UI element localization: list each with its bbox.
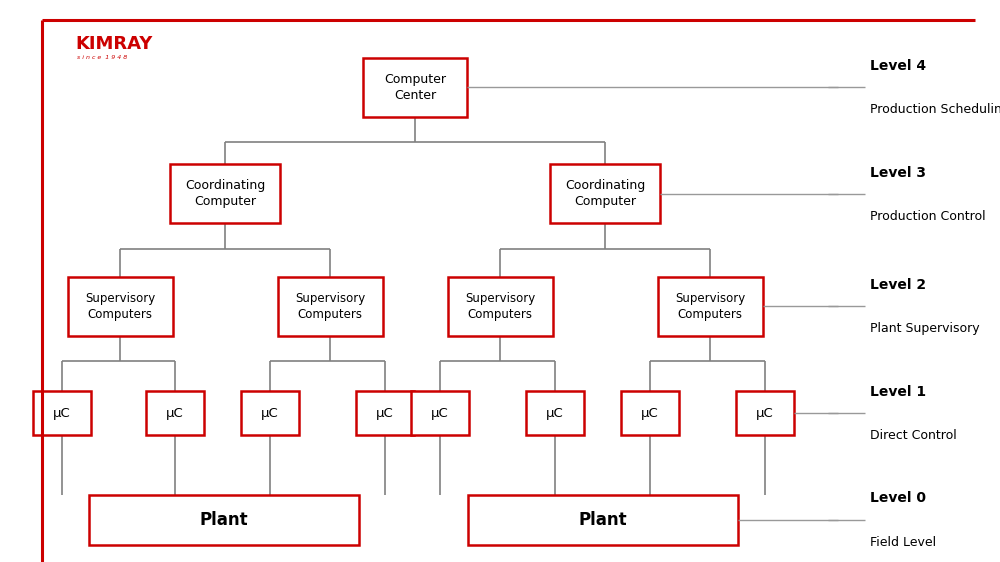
Text: Supervisory
Computers: Supervisory Computers: [465, 292, 535, 321]
Text: Level 0: Level 0: [870, 492, 926, 505]
FancyBboxPatch shape: [468, 495, 738, 545]
FancyBboxPatch shape: [362, 58, 467, 117]
Text: Coordinating
Computer: Coordinating Computer: [565, 179, 645, 209]
Text: Plant Supervisory: Plant Supervisory: [870, 322, 980, 336]
Text: Plant: Plant: [200, 511, 248, 529]
FancyBboxPatch shape: [736, 391, 794, 435]
Text: μC: μC: [376, 406, 394, 420]
Text: μC: μC: [431, 406, 449, 420]
Text: Production Scheduling: Production Scheduling: [870, 103, 1000, 116]
FancyBboxPatch shape: [658, 277, 763, 336]
Text: Level 3: Level 3: [870, 166, 926, 179]
Text: Coordinating
Computer: Coordinating Computer: [185, 179, 265, 209]
Text: Production Control: Production Control: [870, 210, 986, 223]
Text: Level 2: Level 2: [870, 278, 926, 292]
Text: μC: μC: [546, 406, 564, 420]
Text: Supervisory
Computers: Supervisory Computers: [295, 292, 365, 321]
Text: KIMRAY: KIMRAY: [75, 35, 152, 53]
Text: Supervisory
Computers: Supervisory Computers: [675, 292, 745, 321]
Text: μC: μC: [166, 406, 184, 420]
FancyBboxPatch shape: [278, 277, 382, 336]
Text: Level 4: Level 4: [870, 59, 926, 72]
FancyBboxPatch shape: [170, 164, 280, 223]
Text: s i n c e  1 9 4 8: s i n c e 1 9 4 8: [77, 55, 127, 60]
FancyBboxPatch shape: [89, 495, 359, 545]
Text: Supervisory
Computers: Supervisory Computers: [85, 292, 155, 321]
FancyBboxPatch shape: [621, 391, 679, 435]
FancyBboxPatch shape: [356, 391, 414, 435]
Text: Plant: Plant: [579, 511, 627, 529]
Text: μC: μC: [53, 406, 71, 420]
Text: μC: μC: [641, 406, 659, 420]
FancyBboxPatch shape: [550, 164, 660, 223]
FancyBboxPatch shape: [146, 391, 204, 435]
Text: μC: μC: [261, 406, 279, 420]
FancyBboxPatch shape: [526, 391, 584, 435]
FancyBboxPatch shape: [448, 277, 552, 336]
Text: Direct Control: Direct Control: [870, 429, 957, 442]
FancyBboxPatch shape: [241, 391, 299, 435]
Text: Field Level: Field Level: [870, 536, 936, 549]
FancyBboxPatch shape: [33, 391, 91, 435]
Text: μC: μC: [756, 406, 774, 420]
FancyBboxPatch shape: [411, 391, 469, 435]
FancyBboxPatch shape: [68, 277, 173, 336]
Text: Computer
Center: Computer Center: [384, 72, 446, 102]
Text: Level 1: Level 1: [870, 385, 926, 398]
